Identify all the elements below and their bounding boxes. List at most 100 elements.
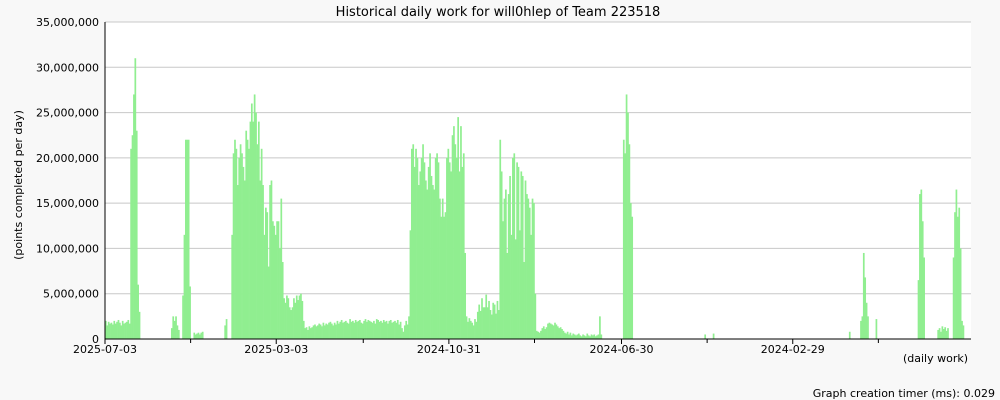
bar — [361, 323, 364, 339]
bar — [585, 336, 587, 339]
bar — [502, 221, 504, 339]
bar — [281, 262, 284, 339]
bar — [447, 148, 450, 339]
bar — [563, 332, 566, 339]
bar — [533, 203, 535, 339]
bar — [359, 319, 361, 339]
bar — [257, 121, 260, 339]
bar — [170, 328, 173, 339]
bar — [196, 333, 198, 339]
bar — [464, 252, 467, 339]
bar — [277, 221, 280, 339]
bar — [283, 298, 285, 339]
bar — [405, 320, 408, 339]
bar — [109, 323, 111, 339]
bar — [284, 302, 287, 339]
bar — [865, 302, 868, 339]
bar — [395, 322, 398, 339]
bar — [345, 320, 347, 339]
bar — [440, 216, 443, 339]
bar — [270, 180, 273, 339]
bar — [917, 280, 920, 339]
bar — [364, 319, 367, 339]
bar — [475, 321, 478, 339]
bar — [627, 112, 629, 339]
y-tick-label: 30,000,000 — [36, 61, 99, 74]
bar — [173, 320, 176, 339]
bar — [465, 316, 468, 339]
bar — [336, 320, 339, 339]
bar — [583, 335, 586, 339]
bar — [526, 194, 528, 339]
bar — [389, 319, 392, 339]
bar — [599, 316, 601, 339]
bar — [961, 320, 963, 339]
bar — [528, 207, 531, 339]
bar — [512, 157, 514, 339]
bar — [326, 324, 329, 339]
bar — [236, 185, 239, 339]
bar — [446, 157, 448, 339]
bar — [112, 324, 114, 339]
bar — [448, 162, 451, 339]
bar — [921, 221, 924, 339]
bar — [287, 298, 290, 339]
bar — [471, 322, 474, 339]
bar — [956, 216, 959, 339]
bar — [315, 326, 318, 339]
bar — [321, 326, 323, 339]
bar — [455, 157, 458, 339]
bar — [387, 323, 389, 339]
bar — [356, 321, 358, 339]
bar — [311, 327, 314, 339]
bar — [462, 153, 465, 339]
bar — [235, 148, 238, 339]
bar — [298, 295, 301, 339]
bar — [482, 307, 485, 339]
bar — [394, 320, 396, 339]
x-axis-label: (daily work) — [903, 352, 968, 365]
bar — [403, 325, 406, 339]
bar — [565, 333, 568, 339]
bar — [920, 189, 923, 339]
bar — [384, 321, 387, 339]
bar — [350, 321, 353, 339]
y-tick-label: 20,000,000 — [36, 152, 99, 165]
bar — [357, 320, 360, 339]
bar — [544, 329, 547, 339]
bar — [373, 320, 375, 339]
bar — [249, 121, 252, 339]
bar — [629, 203, 632, 339]
bar — [371, 322, 374, 339]
bar — [860, 320, 862, 339]
bar — [549, 323, 552, 339]
bar — [325, 323, 328, 339]
bar — [280, 198, 283, 339]
bar — [295, 295, 298, 339]
bar — [333, 322, 336, 339]
bar — [232, 153, 235, 339]
bar — [242, 166, 245, 339]
bar — [416, 157, 419, 339]
bar — [391, 322, 394, 339]
bar — [624, 153, 627, 339]
bar — [474, 319, 476, 339]
y-axis-label: (points completed per day) — [12, 110, 25, 260]
bar — [596, 335, 598, 339]
bar — [472, 325, 475, 339]
x-tick-label: 2025-07-03 — [73, 343, 137, 356]
bar — [523, 262, 525, 339]
bar — [200, 332, 203, 339]
bar — [519, 230, 521, 339]
bar — [410, 148, 413, 339]
bar — [848, 331, 851, 339]
bar — [503, 198, 506, 339]
bar — [582, 334, 584, 339]
bar — [368, 320, 371, 339]
bar — [224, 325, 227, 339]
bar — [378, 321, 381, 339]
bar — [507, 194, 510, 339]
axes — [104, 22, 971, 344]
bar — [422, 144, 424, 339]
bar — [875, 319, 878, 339]
